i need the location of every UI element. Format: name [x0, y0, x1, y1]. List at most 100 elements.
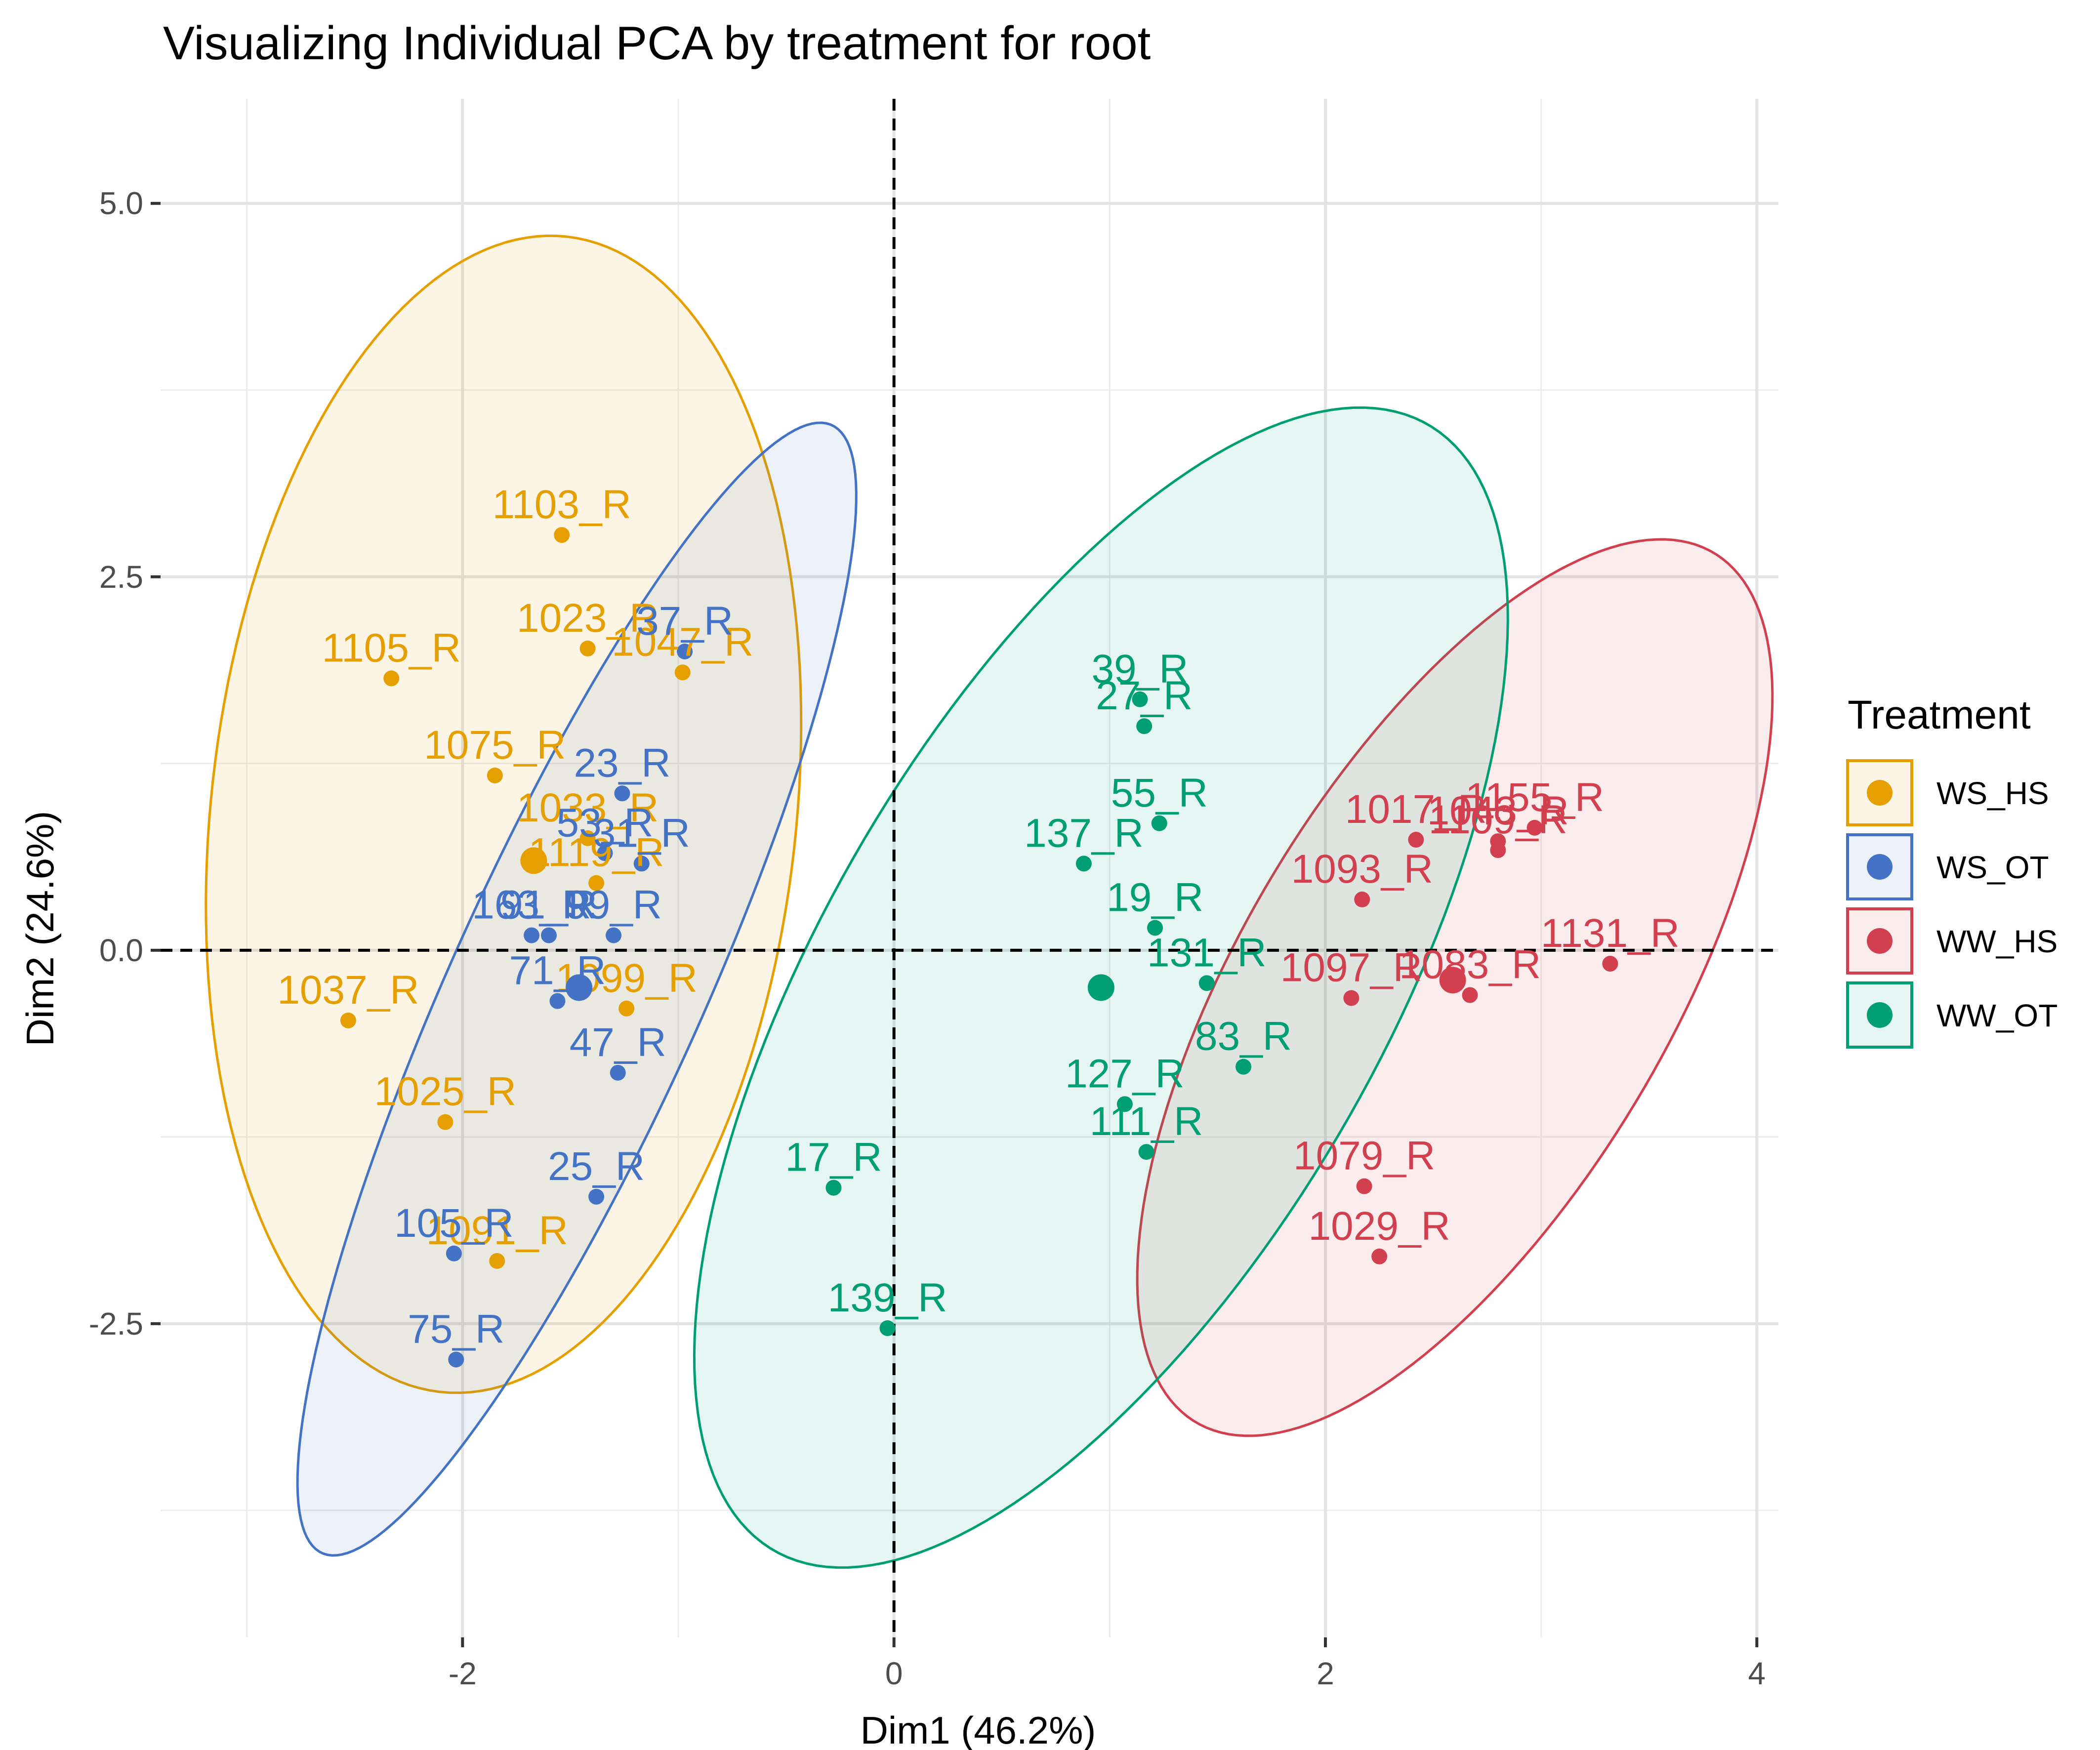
x-tick-label: 2	[1317, 1656, 1334, 1691]
point-71_R	[549, 993, 566, 1009]
point-127_R	[1116, 1096, 1133, 1112]
point-label: 137_R	[1024, 811, 1144, 855]
point-1025_R	[437, 1114, 453, 1130]
point-31_R	[633, 855, 650, 872]
point-91_R	[541, 927, 557, 943]
point-1033_R	[579, 830, 596, 847]
point-label: 31_R	[593, 811, 690, 855]
point-1091_R	[489, 1253, 505, 1269]
reference-lines	[161, 99, 1778, 1637]
point-139_R	[879, 1320, 896, 1336]
point-label: 1075_R	[424, 723, 566, 768]
point-label: 39_R	[1091, 647, 1188, 692]
point-label: 105_R	[394, 1201, 514, 1246]
y-axis: -2.5 0.0 2.5 5.0	[89, 186, 161, 1342]
legend-key-WS_OT	[1846, 833, 1913, 900]
point-111_R	[1138, 1144, 1154, 1160]
point-label: 55_R	[1111, 771, 1208, 815]
point-1047_R	[674, 664, 691, 681]
point-39_R	[1132, 691, 1148, 707]
point-label: 1105_R	[322, 625, 461, 670]
point-1155_R	[1526, 819, 1543, 836]
point-label: 27_R	[1096, 673, 1193, 718]
point-label: 1017_R	[1345, 787, 1487, 832]
data-points	[340, 527, 1618, 1368]
point-label: 47_R	[570, 1020, 666, 1065]
point-1131_R	[1602, 956, 1618, 972]
point-label: 1119_R	[529, 830, 664, 875]
grid-lines	[161, 99, 1778, 1637]
point-label: 1029_R	[1309, 1204, 1450, 1249]
chart-title: Visualizing Individual PCA by treatment …	[163, 17, 1151, 70]
point-label: 75_R	[408, 1306, 504, 1351]
point-1017_R	[1408, 832, 1424, 848]
point-label: 1103_R	[493, 482, 631, 527]
point-1105_R	[383, 670, 400, 687]
point-label: 1155_R	[1465, 775, 1604, 820]
point-label: 83_R	[1195, 1014, 1292, 1059]
legend-label: WW_OT	[1936, 998, 2058, 1033]
point-1075_R	[487, 767, 503, 783]
point-label: 1043_R	[1427, 788, 1569, 833]
point-1099_R	[618, 1000, 635, 1017]
point-19_R	[1147, 920, 1163, 936]
point-label: 131_R	[1147, 930, 1267, 975]
point-label: 17_R	[785, 1135, 882, 1180]
legend-title: Treatment	[1848, 692, 2031, 737]
point-label: 127_R	[1065, 1051, 1185, 1096]
x-tick-label: -2	[449, 1656, 477, 1691]
point-label: 37_R	[636, 599, 733, 644]
point-1029_R	[1371, 1248, 1388, 1264]
point-137_R	[1075, 855, 1092, 872]
point-1119_R	[588, 875, 605, 891]
point-label: 1025_R	[374, 1069, 516, 1114]
y-axis-title: Dim2 (24.6%)	[18, 811, 62, 1047]
point-label: 1097_R	[1280, 945, 1422, 990]
ellipse-WS_HS	[205, 234, 803, 1394]
point-label: 1023_R	[517, 596, 659, 641]
centroid-WW_OT	[1087, 974, 1114, 1001]
point-label: 1091_R	[426, 1208, 568, 1253]
x-axis: -2 0 2 4	[449, 1637, 1766, 1691]
point-99_R	[606, 927, 621, 943]
point-label: 1079_R	[1293, 1134, 1435, 1179]
point-label: 1109_R	[1429, 797, 1567, 842]
point-1023_R	[579, 640, 596, 656]
y-tick-label: 2.5	[99, 559, 143, 595]
centroid-WW_HS	[1439, 967, 1466, 994]
centroids	[520, 847, 1466, 1001]
point-17_R	[825, 1180, 842, 1196]
point-label: 23_R	[574, 740, 670, 785]
point-1097_R	[1343, 990, 1359, 1006]
point-label: 91_R	[500, 883, 597, 928]
y-tick-label: -2.5	[89, 1306, 143, 1342]
point-163_R	[524, 927, 540, 943]
legend-marker-WW_OT	[1867, 1002, 1893, 1028]
point-label: 53_R	[557, 800, 654, 845]
legend-marker-WS_HS	[1867, 780, 1893, 806]
point-83_R	[1235, 1058, 1252, 1075]
point-label: 19_R	[1107, 875, 1203, 920]
legend-marker-WW_HS	[1867, 928, 1893, 954]
point-105_R	[446, 1245, 462, 1262]
point-55_R	[1151, 815, 1167, 831]
plot-panel: 1103_R 1023_R 1105_R 1047_R 1075_R 1033_R1119…	[161, 99, 1778, 1637]
point-1079_R	[1356, 1178, 1372, 1194]
point-53_R	[597, 845, 613, 861]
point-label: 111_R	[1090, 1099, 1203, 1144]
point-37_R	[677, 643, 693, 659]
point-label: 1047_R	[612, 619, 753, 664]
centroid-WS_OT	[566, 974, 593, 1001]
legend-label: WW_HS	[1936, 924, 2058, 959]
x-tick-label: 0	[885, 1656, 903, 1691]
point-label: 139_R	[828, 1275, 947, 1320]
point-1109_R	[1490, 842, 1506, 858]
legend-label: WS_OT	[1936, 850, 2049, 885]
point-27_R	[1136, 718, 1153, 734]
point-75_R	[448, 1351, 464, 1368]
point-label: 163_R	[472, 883, 591, 928]
point-23_R	[614, 785, 630, 802]
point-1103_R	[554, 527, 570, 543]
point-label: 1037_R	[277, 968, 419, 1013]
